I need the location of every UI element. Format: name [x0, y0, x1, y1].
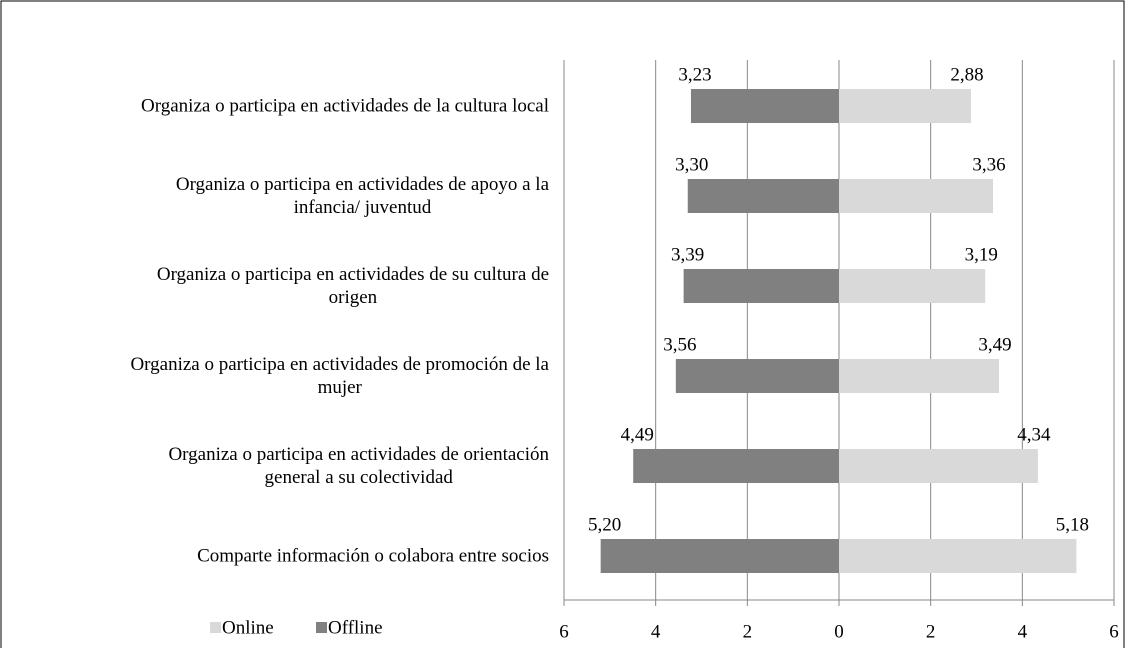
value-label: 3,49: [978, 334, 1011, 355]
category-label: Organiza o participa en actividades de l…: [141, 95, 549, 117]
value-label: 3,19: [965, 244, 998, 265]
bar: [675, 359, 839, 393]
value-label: 2,88: [950, 64, 983, 85]
x-tick-label: 6: [1109, 621, 1119, 642]
value-label: 3,39: [671, 244, 704, 265]
category-label: Organiza o participa en actividades de s…: [156, 264, 549, 308]
value-label: 3,30: [675, 154, 708, 175]
value-label: 5,20: [588, 514, 621, 535]
legend-swatch: [210, 622, 221, 633]
bar: [839, 179, 993, 213]
bar: [600, 539, 839, 573]
x-tick-label: 4: [1018, 621, 1028, 642]
bar: [839, 89, 971, 123]
category-label: Organiza o participa en actividades de p…: [130, 354, 549, 398]
bar: [687, 179, 839, 213]
bar: [839, 269, 986, 303]
bar: [690, 89, 839, 123]
value-label: 3,36: [972, 154, 1005, 175]
bar: [839, 449, 1038, 483]
legend-label: Online: [222, 617, 274, 638]
bar: [633, 449, 839, 483]
value-label: 3,23: [678, 64, 711, 85]
bar: [839, 359, 999, 393]
x-tick-label: 4: [651, 621, 661, 642]
bar: [839, 539, 1077, 573]
category-label: Organiza o participa en actividades de a…: [175, 174, 549, 218]
value-label: 5,18: [1056, 514, 1089, 535]
legend-label: Offline: [328, 617, 383, 638]
x-tick-label: 2: [743, 621, 753, 642]
x-tick-label: 2: [926, 621, 936, 642]
category-label: Organiza o participa en actividades de o…: [168, 444, 549, 488]
value-label: 4,49: [621, 424, 654, 445]
x-tick-label: 6: [559, 621, 569, 642]
value-label: 3,56: [663, 334, 696, 355]
value-label: 4,34: [1017, 424, 1051, 445]
legend-swatch: [316, 622, 327, 633]
x-tick-label: 0: [834, 621, 844, 642]
bar: [683, 269, 839, 303]
category-label: Comparte información o colabora entre so…: [197, 545, 549, 567]
